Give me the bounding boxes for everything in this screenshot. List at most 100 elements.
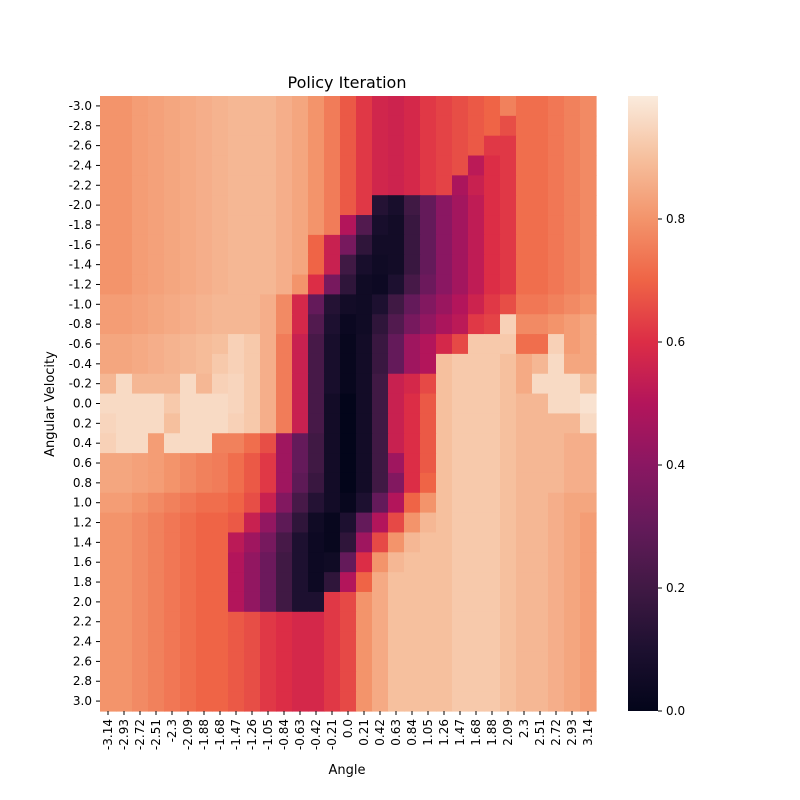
heatmap-cell xyxy=(484,353,501,375)
x-tick-label: -1.05 xyxy=(261,719,275,750)
heatmap-cell xyxy=(500,433,517,454)
heatmap-cell xyxy=(180,453,197,474)
heatmap-cell xyxy=(228,393,245,415)
heatmap-cell xyxy=(100,115,117,137)
heatmap-cell xyxy=(340,631,357,653)
heatmap-cell xyxy=(404,691,421,712)
heatmap-cell xyxy=(132,472,149,494)
heatmap-cell xyxy=(420,453,437,474)
heatmap-cell xyxy=(564,135,581,157)
heatmap-cell xyxy=(324,492,341,514)
heatmap-cell xyxy=(308,353,325,375)
heatmap-cell xyxy=(404,254,421,276)
heatmap-cell xyxy=(452,234,469,256)
heatmap-cell xyxy=(164,135,181,157)
heatmap-cell xyxy=(260,234,277,256)
heatmap-cell xyxy=(420,294,437,315)
heatmap-cell xyxy=(292,572,309,593)
y-tick-label: -2.4 xyxy=(69,158,92,172)
heatmap-cell xyxy=(324,611,341,633)
heatmap-cell xyxy=(340,492,357,514)
heatmap-cell xyxy=(324,512,341,534)
heatmap-cell xyxy=(420,353,437,375)
heatmap-cell xyxy=(308,135,325,157)
x-tick-label: -2.72 xyxy=(133,719,147,750)
heatmap-cell xyxy=(148,215,165,236)
heatmap-cell xyxy=(484,274,501,295)
heatmap-cell xyxy=(548,492,565,514)
heatmap-cell xyxy=(340,453,357,474)
heatmap-cell xyxy=(468,651,485,672)
heatmap-cell xyxy=(500,274,517,295)
heatmap-cell xyxy=(244,433,261,454)
heatmap-cell xyxy=(308,552,325,573)
heatmap-cell xyxy=(148,195,165,216)
heatmap-cell xyxy=(292,353,309,375)
heatmap-cell xyxy=(548,691,565,712)
heatmap-cell xyxy=(356,334,373,355)
heatmap-cell xyxy=(484,532,501,553)
heatmap-cell xyxy=(244,334,261,355)
heatmap-cell xyxy=(324,552,341,573)
heatmap-cell xyxy=(276,492,293,514)
heatmap-cell xyxy=(148,433,165,454)
heatmap-cell xyxy=(388,96,405,117)
heatmap-cell xyxy=(260,512,277,534)
heatmap-cell xyxy=(212,155,229,176)
heatmap-cell xyxy=(484,195,501,216)
heatmap-cell xyxy=(228,453,245,474)
heatmap-cell xyxy=(100,353,117,375)
heatmap-cell xyxy=(388,155,405,176)
heatmap-cell xyxy=(436,413,453,434)
heatmap-cell xyxy=(100,274,117,295)
heatmap-cell xyxy=(260,492,277,514)
heatmap-cell xyxy=(196,135,213,157)
heatmap-cell xyxy=(132,552,149,573)
heatmap-cell xyxy=(180,472,197,494)
heatmap-cell xyxy=(484,691,501,712)
heatmap-cell xyxy=(340,353,357,375)
heatmap-cell xyxy=(404,532,421,553)
heatmap-cell xyxy=(340,135,357,157)
heatmap-cell xyxy=(500,175,517,196)
heatmap-cell xyxy=(164,532,181,553)
heatmap-cell xyxy=(404,671,421,692)
heatmap-cell xyxy=(580,472,597,494)
heatmap-cell xyxy=(372,393,389,415)
heatmap-cell xyxy=(196,691,213,712)
heatmap-cell xyxy=(180,433,197,454)
heatmap-cell xyxy=(276,314,293,335)
heatmap-cell xyxy=(404,631,421,653)
heatmap-cell xyxy=(116,115,133,137)
heatmap-cell xyxy=(532,492,549,514)
heatmap-cell xyxy=(132,631,149,653)
heatmap-cell xyxy=(468,215,485,236)
heatmap-cell xyxy=(212,433,229,454)
heatmap-cell xyxy=(148,254,165,276)
heatmap-cell xyxy=(548,294,565,315)
heatmap-cell xyxy=(180,552,197,573)
heatmap-cell xyxy=(212,334,229,355)
heatmap-cell xyxy=(292,314,309,335)
heatmap-cell xyxy=(500,254,517,276)
heatmap-cell xyxy=(244,591,261,613)
heatmap-cell xyxy=(244,651,261,672)
heatmap-cell xyxy=(164,671,181,692)
heatmap-cell xyxy=(260,631,277,653)
heatmap-cell xyxy=(196,155,213,176)
x-tick-label: 1.05 xyxy=(421,719,435,746)
heatmap-cell xyxy=(260,572,277,593)
heatmap-cell xyxy=(276,215,293,236)
heatmap-cell xyxy=(484,413,501,434)
heatmap-cell xyxy=(324,472,341,494)
heatmap-cell xyxy=(164,294,181,315)
heatmap-cell xyxy=(212,195,229,216)
heatmap-cell xyxy=(532,155,549,176)
heatmap-cell xyxy=(500,413,517,434)
heatmap-cell xyxy=(516,472,533,494)
heatmap-cell xyxy=(532,532,549,553)
heatmap-cell xyxy=(292,393,309,415)
heatmap-cell xyxy=(324,413,341,434)
heatmap-cell xyxy=(340,373,357,395)
heatmap-cell xyxy=(244,492,261,514)
